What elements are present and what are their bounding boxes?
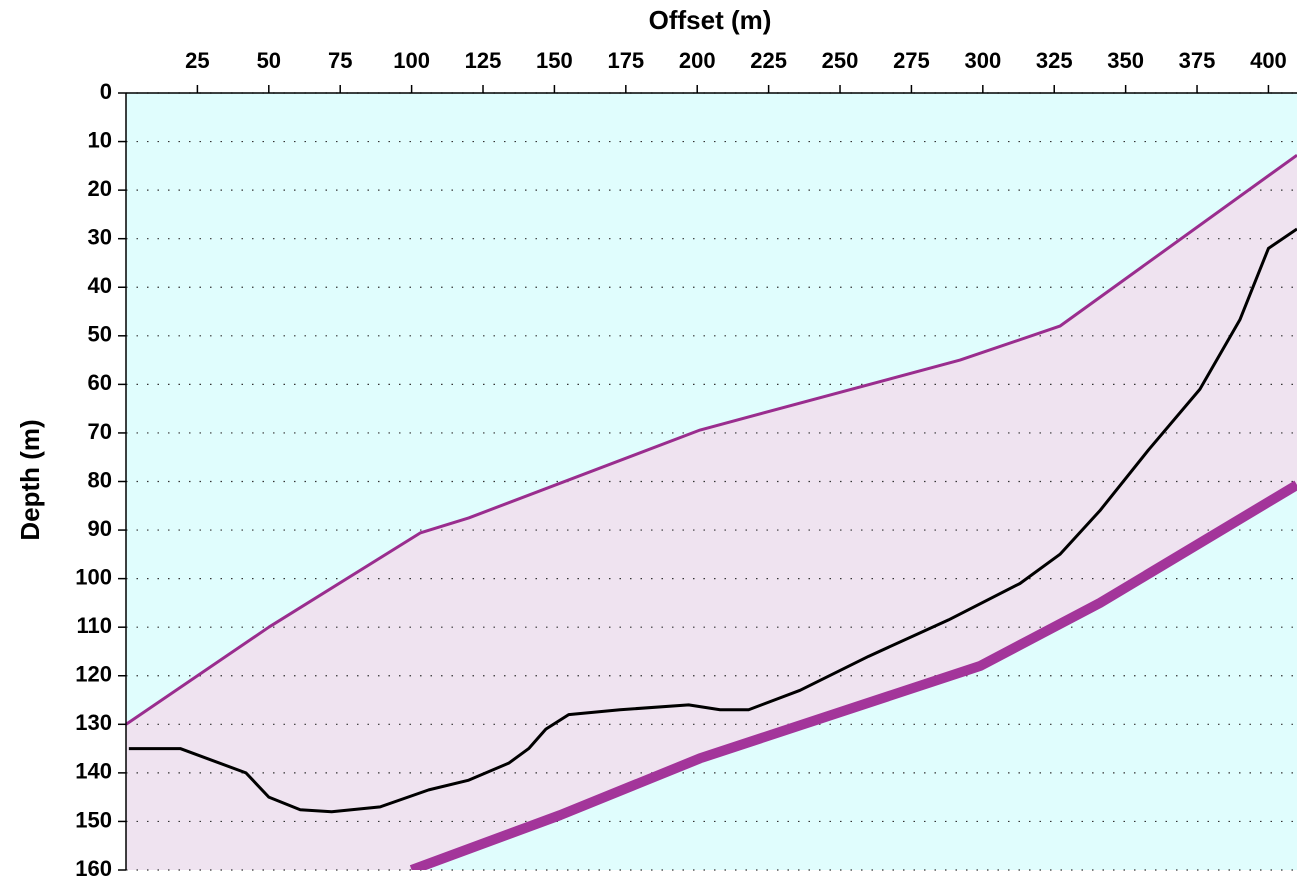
x-tick-label: 350: [1107, 48, 1144, 73]
x-tick-label: 50: [257, 48, 281, 73]
chart-title: Offset (m): [649, 5, 772, 35]
x-tick-label: 325: [1036, 48, 1073, 73]
series-line: [409, 480, 1297, 870]
x-tick-label: 200: [679, 48, 716, 73]
x-tick-label: 175: [607, 48, 644, 73]
y-tick-label: 100: [75, 564, 112, 589]
y-tick-label: 0: [100, 79, 112, 104]
x-tick-label: 225: [750, 48, 787, 73]
y-tick-label: 90: [88, 516, 112, 541]
y-tick-label: 50: [88, 322, 112, 347]
y-tick-label: 140: [75, 759, 112, 784]
x-tick-label: 125: [465, 48, 502, 73]
y-tick-label: 160: [75, 856, 112, 881]
series-line: [126, 153, 1297, 726]
x-tick-label: 250: [822, 48, 859, 73]
y-tick-label: 10: [88, 127, 112, 152]
x-tick-label: 150: [536, 48, 573, 73]
y-tick-label: 120: [75, 662, 112, 687]
x-tick-label: 400: [1250, 48, 1287, 73]
y-axis-label: Depth (m): [15, 419, 45, 540]
y-tick-label: 150: [75, 807, 112, 832]
y-tick-label: 110: [77, 613, 113, 638]
y-tick-label: 20: [88, 176, 112, 201]
x-tick-label: 25: [185, 48, 209, 73]
y-tick-label: 130: [75, 710, 112, 735]
x-tick-label: 75: [328, 48, 352, 73]
y-tick-label: 30: [88, 225, 112, 250]
series-line: [128, 227, 1297, 814]
y-tick-label: 60: [88, 370, 112, 395]
y-tick-label: 70: [88, 419, 112, 444]
y-tick-label: 80: [88, 467, 112, 492]
x-tick-label: 375: [1179, 48, 1216, 73]
x-tick-label: 100: [393, 48, 430, 73]
y-tick-label: 40: [88, 273, 112, 298]
x-tick-label: 275: [893, 48, 930, 73]
sediment-shading: [126, 155, 1297, 870]
x-tick-label: 300: [964, 48, 1001, 73]
